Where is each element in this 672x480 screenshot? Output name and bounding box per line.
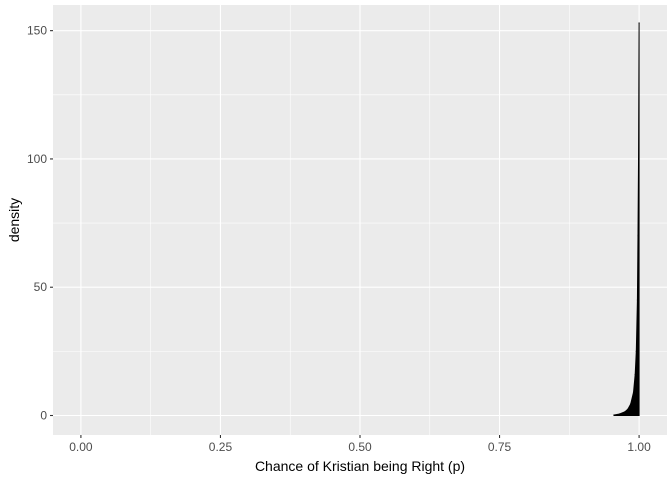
density-marks [613, 22, 640, 417]
y-tick-label: 50 [34, 280, 48, 294]
x-tick-label: 0.25 [209, 440, 233, 454]
density-point [638, 22, 640, 24]
density-point [637, 235, 639, 237]
density-point [630, 403, 632, 405]
x-tick-label: 0.50 [348, 440, 372, 454]
y-tick-label: 100 [27, 152, 47, 166]
y-axis-title: density [6, 198, 22, 242]
y-tick-label: 0 [40, 409, 47, 423]
density-point [632, 391, 635, 394]
x-axis-title: Chance of Kristian being Right (p) [255, 458, 465, 474]
density-point [624, 411, 626, 413]
density-point [634, 373, 636, 376]
density-point [637, 158, 640, 160]
density-point [618, 413, 621, 415]
x-tick-label: 0.75 [488, 440, 512, 454]
grid-major-lines [53, 5, 667, 435]
density-point [635, 350, 637, 352]
x-tick-label: 1.00 [627, 440, 651, 454]
x-tick-label: 0.00 [69, 440, 93, 454]
x-axis-ticks: 0.00 0.25 0.50 0.75 1.00 [69, 435, 651, 454]
density-point [613, 414, 615, 416]
density-point [627, 408, 629, 410]
density-point [636, 299, 639, 301]
y-tick-label: 150 [27, 24, 47, 38]
y-axis-ticks: 0 50 100 150 [27, 24, 53, 423]
